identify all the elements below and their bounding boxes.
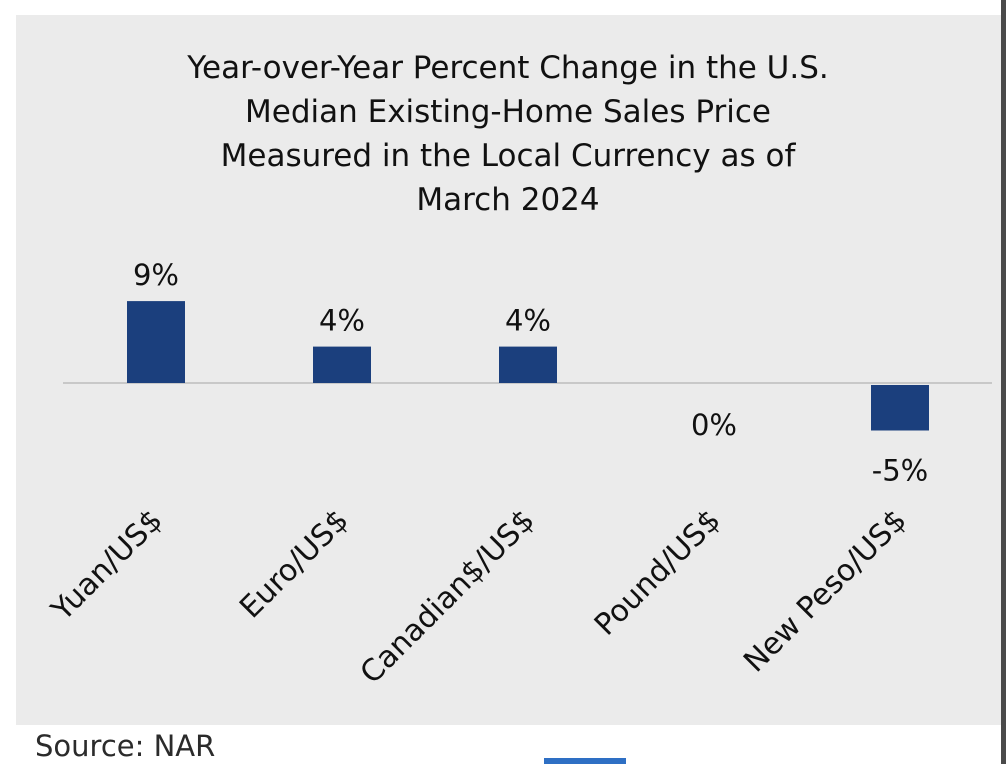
bar-4 [871, 385, 929, 431]
chart-title: Year-over-Year Percent Change in the U.S… [16, 46, 1000, 222]
category-label-4: New Peso/US$ [737, 503, 914, 680]
chart-title-line-3: Measured in the Local Currency as of [220, 138, 796, 174]
window-edge [1001, 0, 1006, 764]
category-label-3: Pound/US$ [588, 503, 728, 643]
data-label-3: 0% [691, 408, 737, 442]
chart-title-line-4: March 2024 [416, 182, 600, 218]
chart-title-line-2: Median Existing-Home Sales Price [245, 94, 771, 130]
data-label-1: 4% [319, 304, 365, 338]
bar-0 [127, 301, 185, 383]
category-label-1: Euro/US$ [233, 503, 355, 625]
data-label-0: 9% [133, 258, 179, 292]
bar-2 [499, 346, 557, 383]
partial-legend-swatch [544, 758, 626, 764]
chart-title-line-1: Year-over-Year Percent Change in the U.S… [187, 50, 829, 86]
category-label-0: Yuan/US$ [44, 503, 170, 629]
data-label-2: 4% [505, 304, 551, 338]
source-note: Source: NAR [35, 729, 216, 763]
bar-1 [313, 346, 371, 383]
category-label-2: Canadian$/US$ [354, 503, 542, 691]
data-label-4: -5% [872, 454, 928, 488]
